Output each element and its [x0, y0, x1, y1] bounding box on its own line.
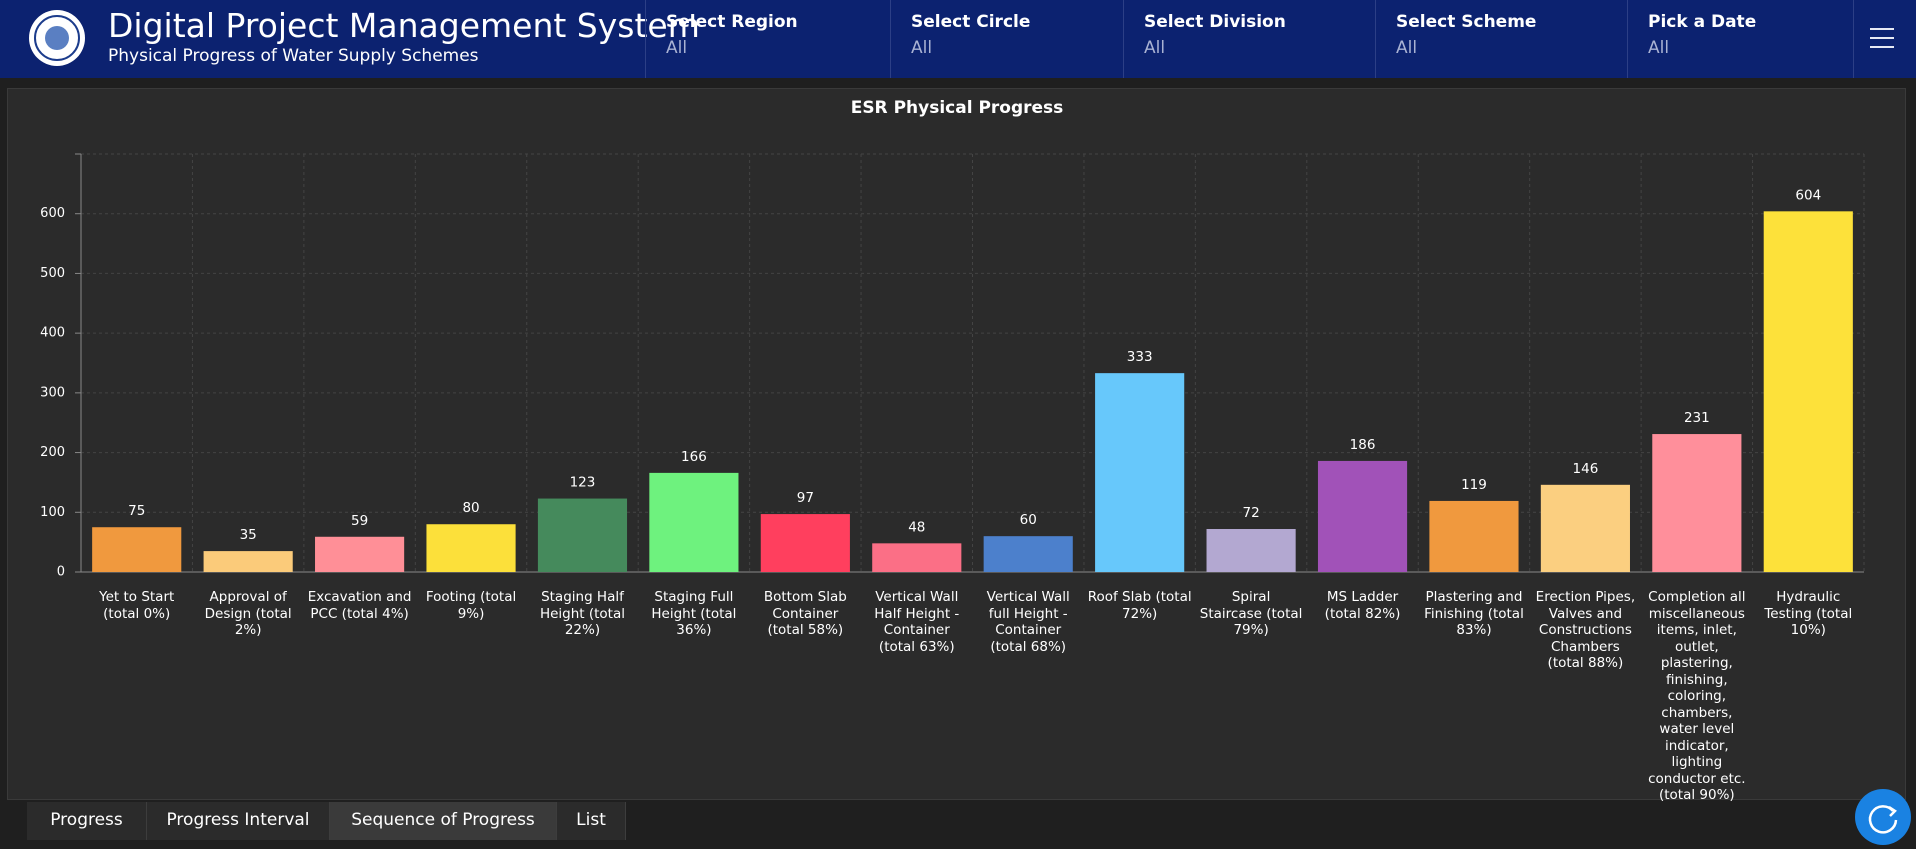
tab[interactable]: Sequence of Progress	[330, 802, 557, 840]
x-tick-label: Footing (total 9%)	[425, 589, 517, 622]
filter-value: All	[666, 38, 688, 58]
x-tick-label: Vertical Wall full Height -Container (to…	[986, 589, 1070, 655]
y-tick-label: 500	[40, 266, 65, 281]
x-tick-label: Yet to Start (total 0%)	[99, 589, 175, 622]
bar	[1763, 211, 1853, 572]
value-label: 80	[462, 500, 479, 516]
value-label: 59	[351, 513, 368, 529]
x-tick-label: Staging Half Height (total 22%)	[539, 589, 625, 638]
app-title: Digital Project Management System	[108, 6, 700, 45]
tab[interactable]: Progress	[27, 802, 147, 840]
refresh-icon	[1868, 805, 1898, 834]
filter-label: Pick a Date	[1648, 12, 1757, 32]
app-subtitle: Physical Progress of Water Supply Scheme…	[108, 46, 479, 66]
bar	[872, 543, 962, 572]
x-tick-label: Bottom Slab Container (total 58%)	[763, 589, 847, 638]
value-label: 75	[128, 503, 145, 519]
bar	[983, 536, 1073, 572]
value-label: 166	[681, 449, 707, 465]
bar	[760, 514, 850, 572]
value-label: 186	[1350, 437, 1376, 453]
menu-button[interactable]	[1853, 0, 1916, 78]
filter-dropdown[interactable]: Select Scheme All	[1375, 0, 1628, 78]
value-label: 146	[1573, 461, 1599, 477]
bar	[1317, 460, 1408, 572]
x-tick-label: Plastering and Finishing (total 83%)	[1424, 589, 1524, 638]
x-tick-label: Hydraulic Testing (total 10%)	[1764, 589, 1853, 638]
bar	[203, 551, 293, 572]
x-tick-label: Spiral Staircase (total 79%)	[1199, 589, 1303, 638]
filter-value: All	[1648, 38, 1670, 58]
value-label: 72	[1243, 505, 1260, 521]
chart-panel	[7, 88, 1906, 800]
x-tick-label: Erection Pipes, Valves and Constructions…	[1535, 589, 1636, 671]
filter-value: All	[1144, 38, 1166, 58]
logo	[29, 10, 85, 66]
y-tick-label: 100	[40, 505, 65, 520]
y-tick-label: 400	[40, 326, 65, 341]
value-label: 35	[240, 527, 257, 543]
tab[interactable]: Progress Interval	[147, 802, 330, 840]
x-tick-label: Approval of Design (total 2%)	[204, 589, 292, 638]
bar	[1206, 529, 1296, 572]
bar	[315, 536, 405, 572]
tab[interactable]: List	[557, 802, 626, 840]
value-label: 231	[1684, 410, 1710, 426]
value-label: 123	[570, 475, 596, 491]
y-tick-label: 300	[40, 385, 65, 400]
value-label: 119	[1461, 477, 1487, 493]
bar	[1540, 484, 1630, 572]
x-tick-label: Roof Slab (total 72%)	[1087, 589, 1192, 622]
filter-dropdown[interactable]: Select Region All	[645, 0, 891, 78]
value-label: 333	[1127, 349, 1153, 365]
bar	[92, 527, 182, 572]
bar	[537, 498, 628, 572]
filter-dropdown[interactable]: Select Division All	[1123, 0, 1376, 78]
bar	[426, 524, 516, 572]
filter-label: Select Region	[666, 12, 798, 32]
filter-dropdown[interactable]: Select Circle All	[890, 0, 1124, 78]
filter-label: Select Scheme	[1396, 12, 1537, 32]
filter-value: All	[1396, 38, 1418, 58]
refresh-button[interactable]	[1855, 789, 1911, 845]
bar	[1095, 373, 1185, 572]
x-tick-label: Completion all miscellaneous items, inle…	[1648, 589, 1746, 803]
value-label: 60	[1020, 512, 1037, 528]
x-tick-label: Excavation and PCC (total 4%)	[307, 589, 412, 622]
bar	[1652, 434, 1742, 572]
y-tick-label: 600	[40, 206, 65, 221]
header: Digital Project Management System Physic…	[0, 0, 1916, 78]
value-label: 604	[1795, 187, 1821, 203]
value-label: 97	[797, 490, 814, 506]
value-label: 48	[908, 519, 925, 535]
filter-label: Select Division	[1144, 12, 1286, 32]
y-tick-label: 0	[57, 565, 65, 580]
bar	[1429, 500, 1519, 572]
x-tick-label: MS Ladder (total 82%)	[1324, 589, 1401, 622]
y-tick-label: 200	[40, 445, 65, 460]
filter-label: Select Circle	[911, 12, 1031, 32]
bar	[649, 472, 739, 572]
filter-value: All	[911, 38, 933, 58]
chart-title: ESR Physical Progress	[851, 98, 1064, 118]
x-tick-label: Staging Full Height (total 36%)	[651, 589, 737, 638]
filter-dropdown[interactable]: Pick a Date All	[1627, 0, 1854, 78]
x-tick-label: Vertical Wall Half Height -Container (to…	[874, 589, 960, 655]
